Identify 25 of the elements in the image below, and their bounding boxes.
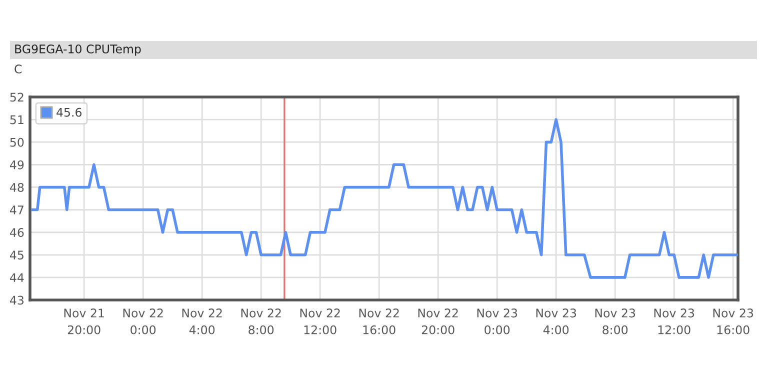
x-tick-label: Nov 22 0:00 <box>123 308 163 334</box>
y-tick-label: 50 <box>10 138 24 147</box>
y-tick-label: 44 <box>10 273 24 282</box>
x-tick-label: Nov 23 12:00 <box>654 308 694 334</box>
y-tick-label: 48 <box>10 182 24 192</box>
x-tick-label: Nov 22 8:00 <box>241 308 281 334</box>
y-tick-label: 52 <box>10 92 24 102</box>
legend-label: 45.6 <box>56 108 82 117</box>
y-axis-title: C <box>14 64 22 74</box>
y-tick-label: 51 <box>10 115 24 124</box>
x-tick-label: Nov 22 4:00 <box>182 308 222 334</box>
y-tick-label: 46 <box>10 228 24 237</box>
y-tick-label: 49 <box>10 160 24 170</box>
x-tick-label: Nov 23 16:00 <box>713 308 754 334</box>
x-tick-label: Nov 23 0:00 <box>477 308 518 334</box>
y-tick-label: 45 <box>10 250 24 260</box>
x-tick-label: Nov 23 8:00 <box>595 308 636 334</box>
y-tick-label: 47 <box>10 206 24 214</box>
x-tick-label: Nov 22 20:00 <box>418 308 458 334</box>
x-tick-label: Nov 22 12:00 <box>300 308 340 334</box>
x-tick-label: Nov 23 4:00 <box>536 308 576 334</box>
y-tick-label: 43 <box>10 296 24 305</box>
x-tick-label: Nov 21 20:00 <box>64 308 104 334</box>
chart-title: BG9EGA-10 CPUTemp <box>15 44 141 56</box>
x-tick-label: Nov 22 16:00 <box>359 308 399 334</box>
